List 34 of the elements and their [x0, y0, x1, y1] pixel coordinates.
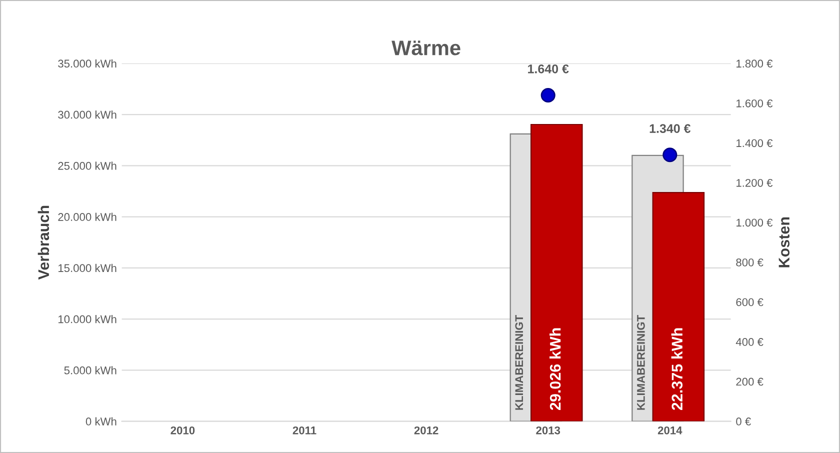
data-label: 29.026 kWh [550, 328, 561, 410]
y-tick-label: 0 kWh [86, 417, 116, 426]
data-label: 1.640 € [528, 64, 569, 74]
y2-tick-label: 1.800 € [736, 60, 773, 68]
y-tick-label: 5.000 kWh [64, 366, 116, 374]
series-label: KLIMABEREINIGT [637, 314, 645, 410]
y2-tick-label: 200 € [736, 378, 764, 386]
y-tick-label: 20.000 kWh [58, 212, 116, 221]
y-tick-label: 10.000 kWh [58, 315, 116, 324]
y-tick-label: 15.000 kWh [58, 264, 116, 272]
y-axis-title: Verbrauch [38, 206, 50, 280]
y2-tick-label: 1.200 € [736, 178, 773, 187]
y2-tick-label: 1.600 € [736, 99, 773, 108]
y2-tick-label: 0 € [736, 418, 751, 426]
y2-tick-label: 1.400 € [736, 139, 773, 148]
x-tick-label: 2013 [536, 426, 560, 434]
text: KLIMABEREINIGT [515, 314, 524, 410]
bar [530, 124, 583, 422]
y-tick-label: 30.000 kWh [58, 110, 116, 119]
x-tick-label: 2011 [292, 426, 316, 434]
data-label: 22.375 kWh [671, 328, 683, 410]
y-tick-label: 25.000 kWh [58, 162, 116, 170]
y2-tick-label: 800 € [736, 258, 764, 266]
y2-axis-title: Kosten [778, 217, 790, 268]
y-tick-label: 35.000 kWh [58, 59, 116, 68]
bar [652, 192, 705, 422]
data-label: 1.340 € [650, 124, 691, 133]
y2-tick-label: 1.000 € [736, 218, 773, 227]
x-tick-label: 2014 [658, 426, 682, 434]
y2-tick-label: 400 € [736, 338, 764, 346]
y2-tick-label: 600 € [736, 298, 764, 306]
chart-title: Wärme [392, 40, 460, 56]
x-tick-label: 2012 [414, 426, 438, 434]
x-tick-label: 2010 [170, 426, 195, 434]
